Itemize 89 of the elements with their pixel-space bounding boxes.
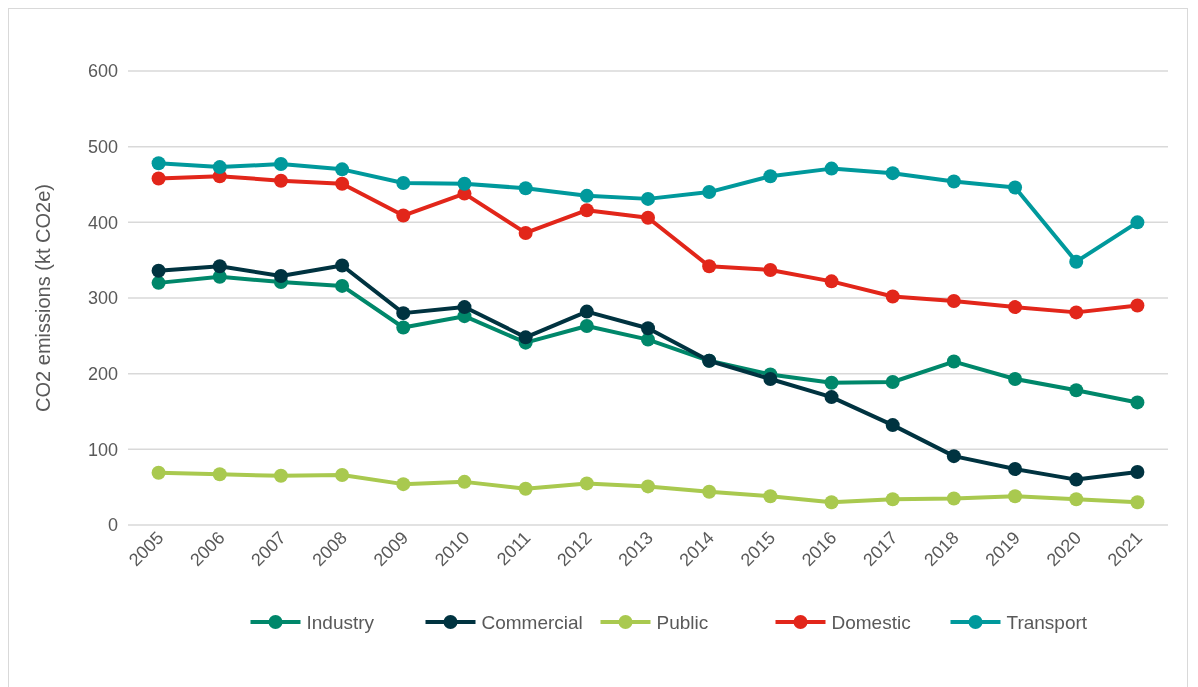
y-tick-label: 600	[87, 61, 118, 82]
point	[273, 468, 288, 483]
point	[396, 306, 411, 321]
point	[763, 263, 778, 277]
point	[457, 300, 472, 315]
point	[273, 269, 288, 284]
point	[824, 495, 839, 510]
point	[1069, 472, 1084, 487]
point	[885, 166, 900, 181]
point	[763, 169, 778, 184]
point	[1008, 180, 1023, 195]
point	[151, 465, 166, 480]
y-tick-label: 100	[87, 439, 118, 460]
point	[1008, 300, 1023, 315]
point	[212, 467, 227, 482]
point	[946, 449, 961, 464]
point	[1008, 462, 1023, 477]
point	[396, 208, 411, 223]
point	[396, 175, 411, 190]
y-tick-label: 500	[87, 136, 118, 157]
point	[641, 191, 655, 206]
point	[518, 225, 533, 240]
point	[212, 160, 227, 175]
point	[151, 263, 166, 278]
legend-label: Public	[656, 611, 709, 633]
point	[579, 319, 594, 333]
point	[579, 203, 594, 218]
point	[1069, 254, 1084, 269]
point	[946, 294, 961, 309]
point	[579, 188, 594, 203]
legend-label: Commercial	[481, 611, 583, 633]
point	[1130, 495, 1145, 510]
point	[396, 320, 411, 335]
point	[1130, 465, 1145, 480]
point	[518, 181, 533, 196]
point	[335, 278, 350, 293]
point	[702, 259, 717, 274]
point	[579, 476, 594, 491]
point	[641, 332, 655, 347]
point	[1130, 215, 1145, 230]
point	[1069, 305, 1084, 320]
point	[824, 390, 839, 405]
point	[1008, 371, 1023, 386]
point	[335, 176, 350, 191]
point	[151, 171, 166, 186]
point	[273, 157, 288, 172]
point	[396, 477, 411, 492]
point	[1130, 298, 1145, 313]
point	[579, 304, 594, 319]
legend-label: Transport	[1006, 611, 1088, 633]
point	[885, 374, 900, 389]
point	[763, 489, 778, 504]
y-tick-label: 200	[87, 363, 118, 384]
point	[1130, 395, 1145, 410]
point	[335, 258, 350, 273]
legend-label: Industry	[306, 611, 375, 633]
point	[946, 174, 961, 189]
point	[457, 474, 472, 489]
y-tick-label: 400	[87, 212, 118, 233]
point	[1069, 383, 1084, 398]
point	[641, 210, 655, 225]
point	[641, 479, 655, 494]
point	[151, 156, 166, 171]
point	[946, 354, 961, 369]
legend-label: Domestic	[831, 611, 911, 633]
point	[702, 185, 717, 200]
point	[151, 275, 166, 290]
point	[946, 491, 961, 506]
point	[1069, 492, 1084, 507]
y-axis-title: CO2 emissions (kt CO2e)	[32, 184, 54, 412]
point	[273, 173, 288, 188]
y-tick-label: 300	[87, 288, 118, 309]
point	[885, 289, 900, 304]
point	[824, 161, 839, 176]
y-tick-label: 0	[107, 515, 118, 536]
point	[457, 176, 472, 191]
point	[518, 481, 533, 496]
point	[885, 492, 900, 507]
point	[824, 274, 839, 289]
point	[885, 418, 900, 433]
point	[824, 375, 839, 390]
point	[1008, 489, 1023, 504]
point	[335, 162, 350, 177]
point	[335, 468, 350, 483]
point	[702, 484, 717, 499]
point	[763, 371, 778, 386]
point	[518, 330, 533, 345]
point	[641, 321, 655, 336]
point	[212, 259, 227, 274]
